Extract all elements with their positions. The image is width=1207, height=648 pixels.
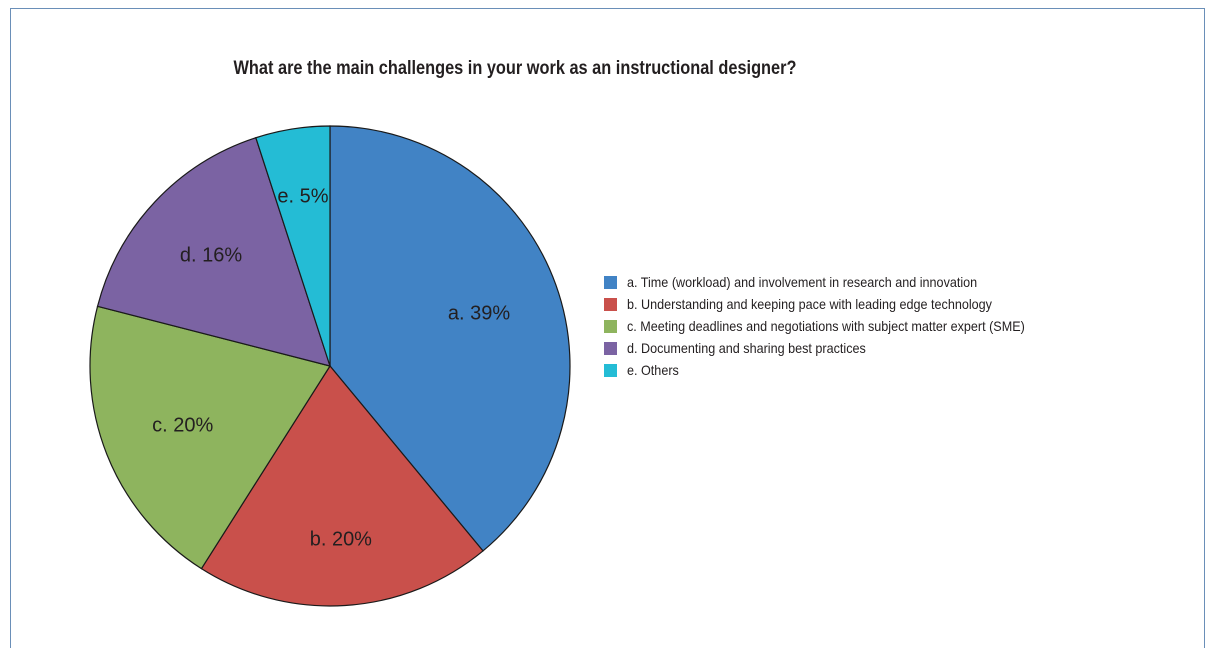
pie-slice-c: [89, 305, 331, 570]
legend-swatch-c: [604, 319, 617, 333]
slice-label-b: b. 20%: [310, 528, 372, 550]
legend-item-b: b. Understanding and keeping pace with l…: [604, 293, 1069, 315]
legend-item-d: d. Documenting and sharing best practice…: [604, 337, 1069, 359]
pie-chart: a. 39% b. 20% c. 20% d. 16% e. 5%: [89, 125, 571, 607]
legend-swatch-e: [604, 363, 617, 377]
pie-slices: [89, 125, 571, 607]
legend-swatch-d: [604, 341, 617, 355]
slice-label-e: e. 5%: [277, 185, 328, 207]
pie-labels: a. 39% b. 20% c. 20% d. 16% e. 5%: [152, 185, 510, 550]
legend-label-c: c. Meeting deadlines and negotiations wi…: [627, 318, 1025, 334]
legend-label-a: a. Time (workload) and involvement in re…: [627, 274, 978, 290]
pie-slice-a: [329, 125, 571, 552]
slice-label-d: d. 16%: [180, 244, 242, 266]
chart-title: What are the main challenges in your wor…: [233, 58, 797, 79]
pie-slice-b: [200, 364, 484, 607]
legend-label-d: d. Documenting and sharing best practice…: [627, 340, 866, 356]
slice-label-a: a. 39%: [448, 302, 510, 324]
slice-label-c: c. 20%: [152, 414, 213, 436]
legend: a. Time (workload) and involvement in re…: [604, 271, 1069, 381]
pie-slice-e: [255, 125, 331, 367]
pie-slice-d: [96, 136, 331, 367]
legend-item-e: e. Others: [604, 359, 1069, 381]
legend-item-c: c. Meeting deadlines and negotiations wi…: [604, 315, 1069, 337]
legend-label-b: b. Understanding and keeping pace with l…: [627, 296, 992, 312]
legend-item-a: a. Time (workload) and involvement in re…: [604, 271, 1069, 293]
legend-swatch-a: [604, 275, 617, 289]
legend-swatch-b: [604, 297, 617, 311]
legend-label-e: e. Others: [627, 362, 679, 378]
